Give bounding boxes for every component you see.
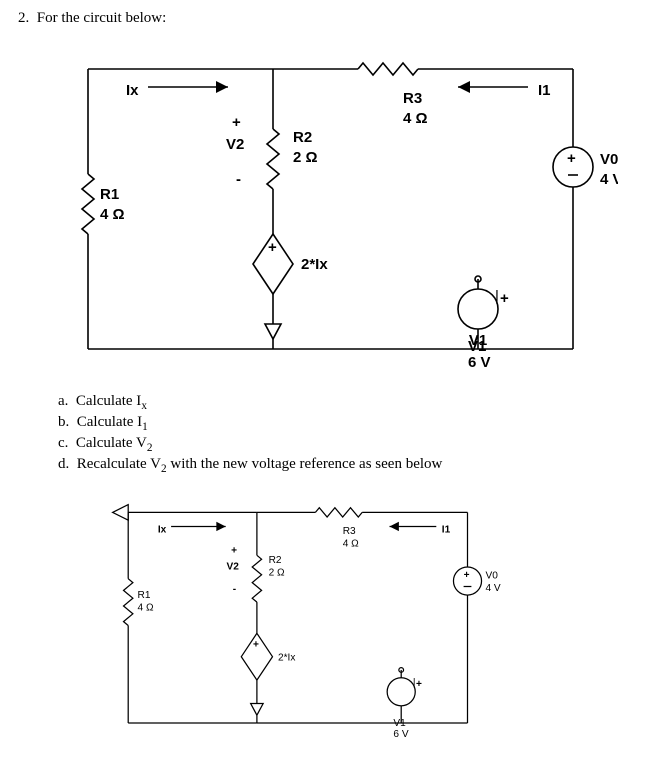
svg-text:|: | (413, 678, 416, 689)
v1n: V1 (468, 338, 486, 355)
svg-text:+: + (268, 239, 277, 256)
subparts-list: a. Calculate Ix b. Calculate I1 c. Calcu… (58, 393, 631, 475)
r1-val: 4 Ω (100, 206, 125, 223)
dep-src-2: 2*Ix (278, 653, 295, 664)
subpart-c: c. Calculate V2 (58, 435, 631, 454)
r2-val-2: 2 Ω (269, 568, 285, 579)
r3-val-2: 4 Ω (343, 539, 359, 550)
circuit-diagram-2: R1 4 Ω Ix + V2 - R2 2 Ω + 2*Ix R3 4 Ω I1… (58, 489, 578, 759)
subpart-a: a. Calculate Ix (58, 393, 631, 412)
r2-name-2: R2 (269, 555, 282, 566)
v2-name: V2 (226, 136, 244, 153)
svg-text:+: + (253, 639, 259, 650)
svg-text:+: + (416, 679, 422, 690)
v0-name-2: V0 (485, 571, 498, 582)
svg-text:+: + (567, 150, 576, 167)
svg-text:+: + (500, 290, 509, 307)
svg-text:+: + (464, 570, 470, 581)
v1-val-2: 6 V (393, 729, 408, 740)
problem-heading: 2. For the circuit below: (18, 10, 631, 27)
svg-text:|: | (495, 288, 499, 305)
dep-src-1: 2*Ix (301, 256, 328, 273)
circuit-diagram-1: R1 4 Ω Ix + V2 - R2 2 Ω + 2*Ix R3 4 Ω I1… (18, 39, 618, 379)
ix-label-2: Ix (158, 525, 167, 536)
r2-val: 2 Ω (293, 149, 318, 166)
i1-label-1: I1 (538, 82, 551, 99)
svg-text:-: - (236, 171, 241, 188)
subpart-b: b. Calculate I1 (58, 414, 631, 433)
v2-name-2: V2 (226, 561, 239, 572)
r3-val: 4 Ω (403, 110, 428, 127)
r1-name: R1 (100, 186, 119, 203)
ix-label-1: Ix (126, 82, 139, 99)
v1v: 6 V (468, 354, 491, 371)
v0-val-2: 4 V (485, 583, 500, 594)
r2-name: R2 (293, 129, 312, 146)
v0-name: V0 (600, 151, 618, 168)
r3-name: R3 (403, 90, 422, 107)
problem-prompt: For the circuit below: (37, 10, 167, 26)
i1-label-2: I1 (442, 525, 451, 536)
r3-name-2: R3 (343, 526, 356, 537)
v0-val: 4 V (600, 171, 618, 188)
problem-number: 2. (18, 10, 29, 26)
r1-val-2: 4 Ω (138, 603, 154, 614)
svg-text:+: + (232, 114, 241, 131)
r1-name-2: R1 (138, 590, 151, 601)
svg-text:+: + (231, 546, 237, 557)
svg-text:-: - (233, 584, 236, 595)
subpart-d: d. Recalculate V2 with the new voltage r… (58, 456, 631, 475)
